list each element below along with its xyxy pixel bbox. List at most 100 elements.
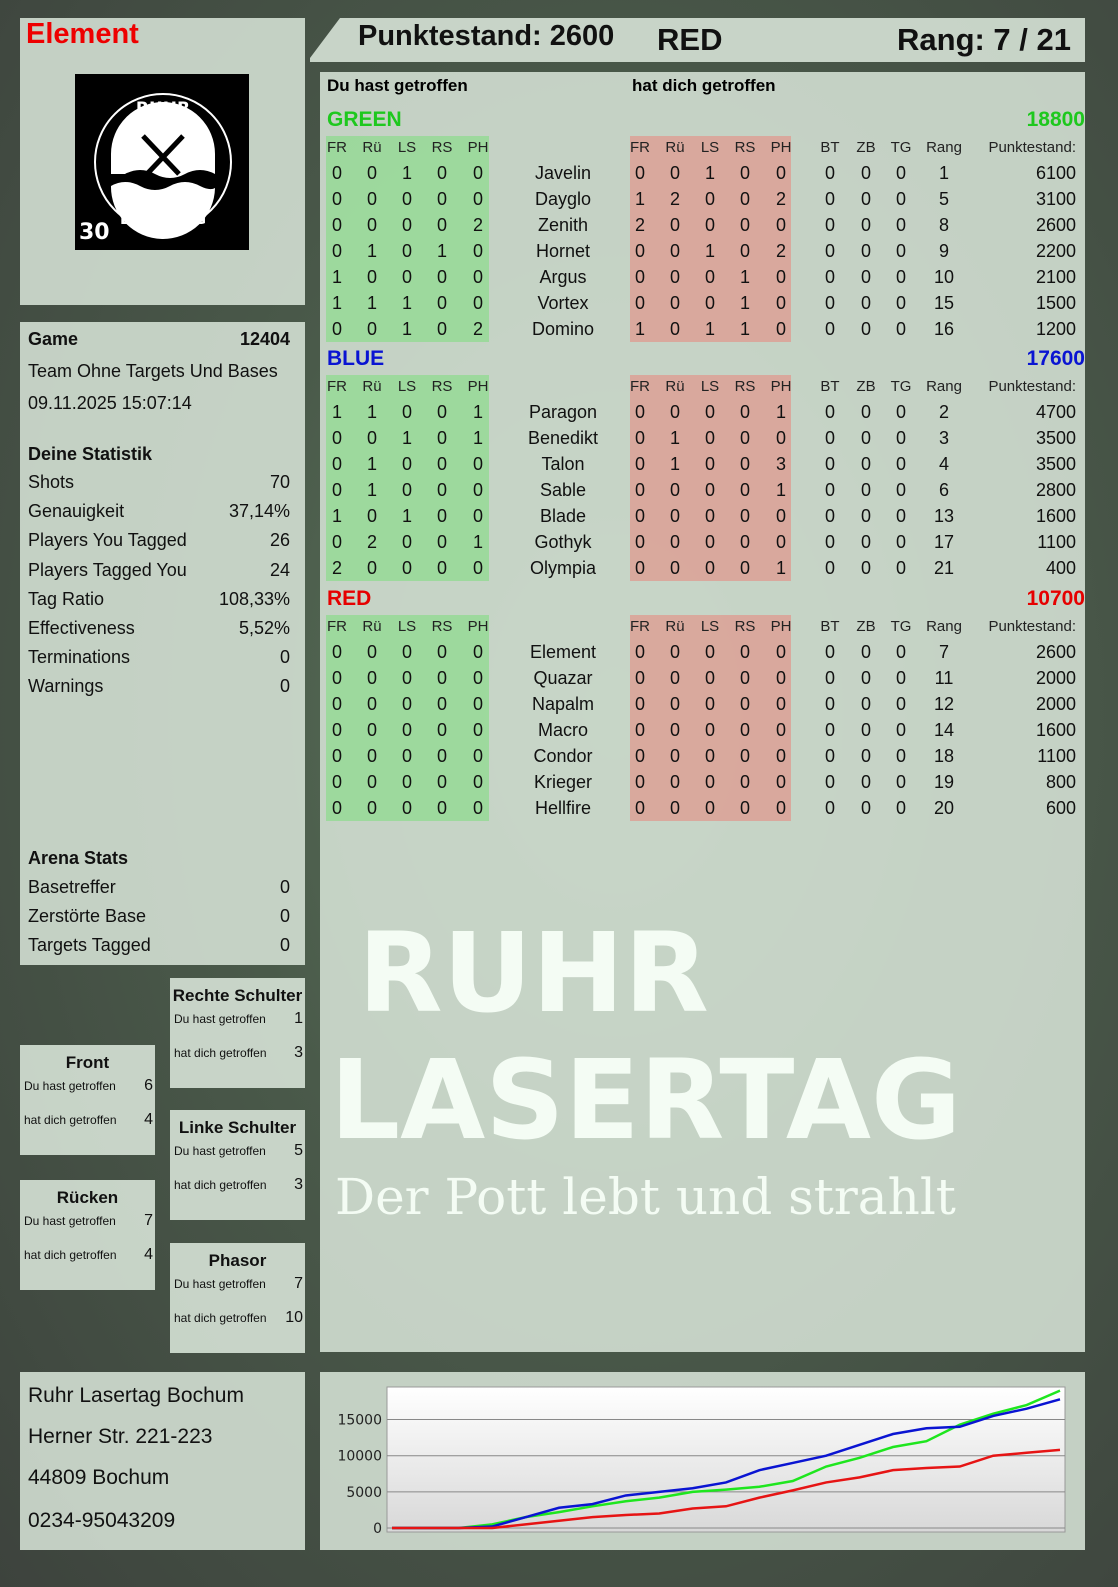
- stat-cell: 0: [895, 163, 907, 183]
- you-hit-title: Du hast getroffen: [327, 76, 468, 95]
- game-row: Game 12404: [28, 329, 290, 350]
- you-hit-cell: 0: [401, 480, 413, 500]
- col-header: LS: [700, 139, 720, 156]
- y-tick-label: 5000: [346, 1485, 382, 1501]
- rank-cell: 3: [938, 428, 950, 448]
- you-hit-cell: 0: [331, 798, 343, 818]
- col-header: LS: [397, 139, 417, 156]
- you-hit-label: Du hast getroffen: [24, 1214, 116, 1228]
- stat-cell: 0: [860, 772, 872, 792]
- stat-row: Terminations 0: [28, 647, 290, 668]
- you-hit-cell: 0: [331, 428, 343, 448]
- hit-you-cell: 1: [704, 163, 716, 183]
- stat-cell: 0: [895, 293, 907, 313]
- you-hit-cell: 0: [331, 454, 343, 474]
- you-hit-cell: 0: [436, 798, 448, 818]
- hit-you-cell: 0: [704, 746, 716, 766]
- stat-cell: 0: [895, 454, 907, 474]
- zone-title: Front: [65, 1053, 110, 1072]
- col-header: RS: [431, 618, 453, 635]
- hit-you-cell: 0: [704, 506, 716, 526]
- you-hit-cell: 0: [401, 402, 413, 422]
- hit-you-cell: 0: [704, 720, 716, 740]
- zone-front: Front Du hast getroffen 6 hat dich getroffe…: [20, 1045, 155, 1155]
- you-hit-cell: 1: [366, 480, 378, 500]
- you-hit-block: [326, 615, 489, 821]
- player-name: Macro: [537, 720, 589, 740]
- team-name: GREEN: [327, 108, 402, 131]
- stat-cell: 0: [860, 668, 872, 688]
- col-header-score: Punktestand:: [988, 618, 1076, 635]
- you-hit-cell: 0: [472, 241, 484, 261]
- you-hit-cell: 0: [472, 642, 484, 662]
- col-header: Rang: [926, 378, 962, 395]
- hit-you-cell: 0: [634, 746, 646, 766]
- hit-you-cell: 0: [634, 720, 646, 740]
- you-hit-cell: 2: [472, 215, 484, 235]
- hit-you-cell: 0: [739, 642, 751, 662]
- you-hit-cell: 0: [366, 428, 378, 448]
- you-hit-cell: 0: [401, 668, 413, 688]
- stat-cell: 0: [860, 746, 872, 766]
- stat-cell: 0: [860, 720, 872, 740]
- you-hit-cell: 0: [401, 746, 413, 766]
- zone-title: Linke Schulter: [178, 1118, 297, 1137]
- hit-you-cell: 0: [704, 642, 716, 662]
- stat-cell: 0: [895, 532, 907, 552]
- stat-cell: 0: [860, 267, 872, 287]
- col-header: FR: [630, 378, 650, 395]
- stat-cell: 0: [895, 772, 907, 792]
- you-hit-cell: 0: [472, 558, 484, 578]
- player-name: Argus: [539, 267, 587, 287]
- stat-value: 108,33%: [218, 588, 290, 609]
- rank-cell: 2: [938, 402, 950, 422]
- score-cell: 3500: [1035, 454, 1076, 474]
- stat-cell: 0: [860, 506, 872, 526]
- score-cell: 800: [1045, 772, 1076, 792]
- you-hit-block: [326, 136, 489, 342]
- score-cell: 2200: [1035, 241, 1076, 261]
- you-hit-cell: 0: [436, 319, 448, 339]
- series-line-0: [392, 1389, 1061, 1530]
- you-hit-cell: 0: [436, 668, 448, 688]
- you-hit-cell: 0: [331, 189, 343, 209]
- you-hit-cell: 0: [436, 506, 448, 526]
- col-header: PH: [770, 139, 792, 156]
- player-name: Quazar: [533, 668, 593, 688]
- you-hit-cell: 0: [472, 694, 484, 714]
- you-hit-cell: 0: [436, 642, 448, 662]
- score-cell: 2000: [1035, 668, 1076, 688]
- hit-you-cell: 0: [634, 293, 646, 313]
- col-header: RS: [734, 378, 756, 395]
- stat-cell: 0: [824, 267, 836, 287]
- hit-you-cell: 0: [634, 267, 646, 287]
- you-hit-cell: 0: [331, 532, 343, 552]
- col-header: TG: [890, 378, 912, 395]
- stat-cell: 0: [824, 694, 836, 714]
- stat-cell: 0: [824, 642, 836, 662]
- hit-you-cell: 0: [704, 558, 716, 578]
- you-hit-cell: 0: [401, 241, 413, 261]
- you-hit-cell: 0: [436, 694, 448, 714]
- player-name: Vortex: [537, 293, 589, 313]
- hit-you-cell: 0: [669, 215, 681, 235]
- you-hit-cell: 0: [436, 772, 448, 792]
- hit-you-cell: 0: [669, 694, 681, 714]
- stat-cell: 0: [895, 428, 907, 448]
- you-hit-cell: 0: [401, 267, 413, 287]
- stat-cell: 0: [895, 480, 907, 500]
- hit-you-cell: 1: [739, 293, 751, 313]
- score-cell: 1100: [1037, 746, 1076, 766]
- you-hit-cell: 1: [472, 428, 484, 448]
- hit-you-cell: 0: [669, 506, 681, 526]
- score-cell: 2600: [1035, 215, 1076, 235]
- stat-row: Genauigkeit 37,14%: [28, 501, 290, 522]
- arena-row: Zerstörte Base 0: [28, 906, 290, 927]
- you-hit-cell: 0: [472, 293, 484, 313]
- you-hit-cell: 0: [331, 241, 343, 261]
- you-hit-cell: 0: [366, 720, 378, 740]
- arena-row: Basetreffer 0: [28, 877, 290, 898]
- svg-text:30: 30: [79, 220, 110, 245]
- team-label: RED: [657, 22, 723, 57]
- you-hit-label: Du hast getroffen: [174, 1144, 266, 1158]
